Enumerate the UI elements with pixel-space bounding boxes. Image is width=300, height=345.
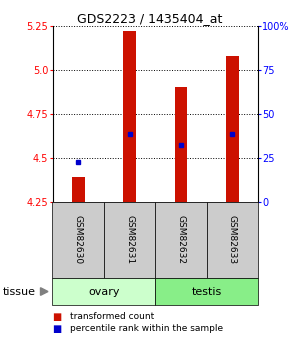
Text: ovary: ovary (88, 287, 120, 296)
Text: transformed count: transformed count (70, 312, 155, 321)
Bar (104, 202, 155, 278)
Text: GSM82633: GSM82633 (228, 215, 237, 264)
Bar (207, 202, 258, 278)
Text: ■: ■ (52, 324, 62, 334)
Bar (175, 87, 188, 202)
Polygon shape (40, 288, 48, 295)
Bar (52, 202, 104, 278)
Text: GSM82632: GSM82632 (176, 215, 185, 264)
Text: GDS2223 / 1435404_at: GDS2223 / 1435404_at (77, 12, 223, 25)
Text: GSM82631: GSM82631 (125, 215, 134, 264)
Text: GSM82630: GSM82630 (74, 215, 83, 264)
Text: tissue: tissue (3, 287, 36, 296)
Text: percentile rank within the sample: percentile rank within the sample (70, 324, 224, 333)
Bar (52, 278, 155, 305)
Bar (226, 56, 239, 202)
Bar (123, 31, 136, 202)
Bar (155, 278, 258, 305)
Bar (155, 202, 207, 278)
Bar (72, 177, 85, 202)
Text: testis: testis (191, 287, 222, 296)
Text: ■: ■ (52, 312, 62, 322)
